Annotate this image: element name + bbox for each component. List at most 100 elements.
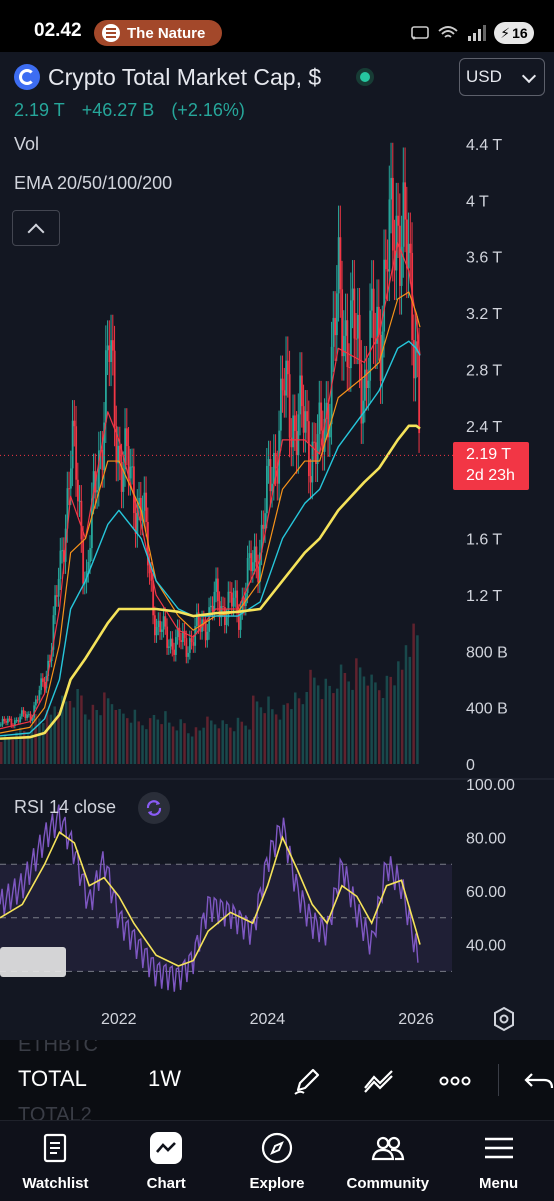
volume-bar <box>393 685 396 764</box>
candle-body <box>288 374 291 438</box>
candle-body <box>57 578 60 597</box>
candle-body <box>194 626 197 646</box>
candle-body <box>381 331 384 381</box>
volume-bar <box>38 718 41 764</box>
symbol-selector[interactable]: TOTAL <box>18 1066 87 1091</box>
candle-body <box>253 546 256 563</box>
volume-bar <box>294 692 297 764</box>
refresh-icon[interactable] <box>138 792 170 824</box>
candle-body <box>182 630 184 642</box>
candle-body <box>26 714 29 718</box>
interval-selector[interactable]: 1W <box>148 1066 181 1091</box>
candle-body <box>189 638 191 653</box>
candle-body <box>173 649 176 655</box>
price-axis-label: 4.4 T <box>466 137 502 154</box>
volume-bar <box>378 690 381 764</box>
nav-item-community[interactable]: Community <box>332 1121 443 1201</box>
candle-body <box>388 199 391 272</box>
indicator-icon[interactable] <box>362 1064 396 1098</box>
candle-body <box>161 629 163 632</box>
candle-body <box>1 718 4 725</box>
candle-body <box>346 320 349 368</box>
candle-body <box>271 483 274 492</box>
volume-bar <box>110 704 114 764</box>
candle-body <box>89 548 92 562</box>
volume-bar <box>313 677 316 764</box>
candle-body <box>187 652 190 657</box>
candle-body <box>259 552 261 583</box>
nav-item-watchlist[interactable]: Watchlist <box>0 1121 111 1201</box>
candle-body <box>306 411 309 422</box>
candle-body <box>127 446 130 479</box>
media-label: The Nature <box>127 24 206 42</box>
candle-body <box>395 215 398 271</box>
candle-body <box>31 717 34 721</box>
nav-item-chart[interactable]: Chart <box>111 1121 222 1201</box>
candle-body <box>409 243 412 253</box>
volume-bar <box>259 707 263 764</box>
price-chart[interactable]: 4.4 T 4 T 3.6 T 3.2 T 2.8 T 2.4 T 1.6 T 1.2 T 80… <box>0 52 554 1040</box>
draw-icon[interactable] <box>290 1064 324 1098</box>
chart-settings-icon[interactable] <box>491 1006 517 1032</box>
nav-item-menu[interactable]: Menu <box>443 1121 554 1201</box>
candle-body <box>17 719 20 723</box>
more-icon[interactable] <box>438 1064 472 1098</box>
nav-item-explore[interactable]: Explore <box>222 1121 333 1201</box>
volume-bar <box>248 729 251 764</box>
volume-bar <box>30 725 34 764</box>
candle-body <box>150 573 153 581</box>
candle-body <box>301 375 303 407</box>
candle-body <box>416 341 419 353</box>
price-axis-label: 800 B <box>466 644 508 661</box>
volume-bar <box>206 716 209 764</box>
volume-bar <box>133 709 137 764</box>
volume-bar <box>286 703 289 764</box>
chart-area[interactable]: 4.4 T 4 T 3.6 T 3.2 T 2.8 T 2.4 T 1.6 T 1.2 T 80… <box>0 52 554 1040</box>
candle-body <box>168 646 170 648</box>
candle-body <box>283 390 286 396</box>
rsi-indicator-label[interactable]: RSI 14 close <box>14 797 117 817</box>
volume-bar <box>72 707 76 764</box>
volume-bar <box>141 725 144 764</box>
volume-bar <box>68 701 72 764</box>
candle-body <box>329 424 331 438</box>
candle-body <box>162 616 165 630</box>
candle-body <box>91 498 93 549</box>
volume-bar <box>381 698 385 764</box>
candle-body <box>348 367 351 369</box>
volume-bar <box>336 688 339 764</box>
symbol-title[interactable]: Crypto Total Market Cap, $ <box>48 64 322 90</box>
undo-icon[interactable] <box>522 1064 554 1098</box>
candle-body <box>78 500 81 502</box>
volume-indicator-label[interactable]: Vol <box>14 134 40 154</box>
volume-bar <box>11 739 14 764</box>
candle-body <box>204 622 207 641</box>
candle-body <box>358 314 361 365</box>
last-price: 2.19 T <box>14 100 65 120</box>
candle-body <box>210 605 212 608</box>
volume-bar <box>179 719 182 764</box>
candle-body <box>22 710 25 714</box>
volume-bar <box>320 699 324 764</box>
collapse-indicators-button[interactable] <box>12 210 60 246</box>
candle-body <box>131 466 134 468</box>
volume-bar <box>370 674 373 764</box>
volume-bar <box>374 682 377 764</box>
market-open-indicator <box>356 68 374 86</box>
volume-bar <box>229 727 232 764</box>
battery-level: 16 <box>512 25 528 41</box>
time-axis-label: 2024 <box>250 1011 286 1028</box>
candle-body <box>402 182 405 247</box>
rsi-axis-label: 40.00 <box>466 938 506 955</box>
candle-body <box>315 442 317 465</box>
ema-indicator-label[interactable]: EMA 20/50/100/200 <box>14 173 173 193</box>
status-time: 02.42 <box>34 20 82 41</box>
candle-body <box>353 288 356 339</box>
currency-select[interactable]: USD <box>459 58 545 96</box>
volume-bar <box>148 718 152 764</box>
currency-label: USD <box>466 67 502 86</box>
candle-body <box>63 550 65 562</box>
media-indicator[interactable]: The Nature <box>94 20 222 46</box>
volume-bar <box>34 713 37 764</box>
signal-icon <box>468 25 486 41</box>
